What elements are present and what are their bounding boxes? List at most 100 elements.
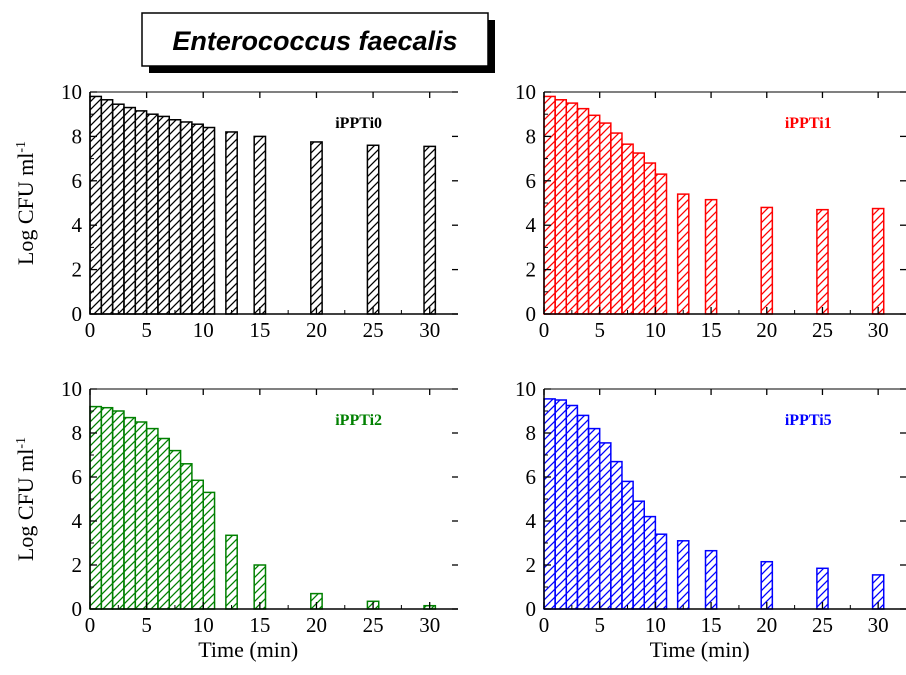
- bar: [610, 460, 623, 610]
- bar: [89, 405, 103, 610]
- x-tick-label: 15: [701, 318, 722, 342]
- bar: [310, 141, 323, 315]
- x-tick-label: 5: [141, 613, 152, 637]
- bar: [191, 123, 204, 315]
- figure-title: Enterococcus faecalis: [172, 26, 457, 56]
- y-tick-label: 10: [61, 80, 82, 104]
- bar: [565, 404, 579, 610]
- y-tick-label: 2: [526, 553, 537, 577]
- y-tick-label: 4: [526, 213, 537, 237]
- y-axis-label-superscript: -1: [14, 437, 29, 449]
- bar: [565, 102, 579, 315]
- x-tick-label: 25: [812, 613, 833, 637]
- x-tick-label: 15: [701, 613, 722, 637]
- bar: [225, 534, 238, 610]
- bar: [89, 95, 103, 315]
- x-tick-label: 10: [193, 613, 214, 637]
- x-tick-label: 0: [85, 613, 96, 637]
- bar: [111, 410, 125, 610]
- bar: [134, 110, 148, 315]
- y-tick-label: 6: [526, 169, 537, 193]
- y-tick-label: 10: [515, 80, 536, 104]
- bar: [610, 132, 623, 315]
- bar: [191, 479, 204, 610]
- y-axis-label-text: Log CFU ml: [13, 449, 38, 561]
- y-axis-label: Log CFU ml-1: [13, 437, 38, 561]
- y-tick-label: 4: [72, 509, 83, 533]
- bar: [543, 398, 556, 610]
- bar: [168, 449, 182, 610]
- y-tick-label: 6: [526, 465, 537, 489]
- x-tick-label: 25: [812, 318, 833, 342]
- bar: [598, 442, 612, 610]
- x-tick-label: 0: [85, 318, 96, 342]
- bar: [760, 206, 774, 315]
- bar: [576, 414, 590, 610]
- bar: [123, 106, 137, 315]
- chart-panel-iPPTi0: 0 2 4 6 8 10 0 5 10 15 20 25 30 iPPTi0 Log CFU ml-1: [13, 80, 458, 342]
- bar-series: [543, 398, 885, 610]
- panel-label: iPPTi5: [785, 412, 832, 429]
- y-tick-label: 6: [72, 465, 83, 489]
- x-tick-label: 10: [645, 613, 666, 637]
- bar: [366, 144, 380, 315]
- bar: [704, 198, 718, 315]
- bar: [202, 491, 216, 610]
- x-tick-label: 30: [868, 318, 889, 342]
- bar: [871, 207, 885, 315]
- x-tick-label: 0: [539, 613, 550, 637]
- bar-series: [89, 405, 437, 610]
- panel-label: iPPTi0: [335, 115, 382, 132]
- bar: [654, 533, 668, 610]
- bar: [111, 103, 125, 315]
- x-axis-label: Time (min): [650, 637, 750, 662]
- bar: [179, 121, 193, 315]
- y-tick-label: 4: [72, 213, 83, 237]
- y-axis-label-text: Log CFU ml: [13, 153, 38, 265]
- x-tick-label: 30: [419, 613, 440, 637]
- bar-series: [89, 95, 437, 315]
- x-axis-label: Time (min): [198, 637, 298, 662]
- y-tick-label: 2: [526, 258, 537, 282]
- bar: [543, 95, 556, 315]
- y-tick-label: 8: [72, 421, 83, 445]
- panel-label: iPPTi1: [785, 115, 832, 132]
- bar: [157, 115, 171, 315]
- bar: [123, 416, 137, 610]
- x-tick-label: 5: [594, 318, 605, 342]
- y-tick-label: 8: [526, 124, 537, 148]
- bar: [621, 480, 634, 610]
- axes: 0 2 4 6 8 10 0 5 10 15 20 25 30: [515, 377, 906, 637]
- x-tick-label: 30: [868, 613, 889, 637]
- figure-title-box: Enterococcus faecalis: [141, 12, 495, 73]
- x-tick-label: 20: [756, 318, 777, 342]
- bar: [134, 421, 148, 610]
- bar: [145, 113, 159, 315]
- bar: [576, 107, 590, 315]
- x-tick-label: 25: [363, 318, 384, 342]
- chart-panel-iPPTi5: 0 2 4 6 8 10 0 5 10 15 20 25 30 iPPTi5 Time (min): [515, 377, 906, 662]
- bar: [587, 114, 601, 315]
- x-tick-label: 25: [363, 613, 384, 637]
- y-tick-label: 2: [72, 258, 83, 282]
- y-tick-label: 0: [526, 302, 537, 326]
- x-tick-label: 5: [141, 318, 152, 342]
- bar: [145, 427, 159, 610]
- bar: [704, 549, 718, 610]
- x-tick-label: 15: [249, 613, 270, 637]
- y-tick-label: 0: [72, 302, 83, 326]
- y-tick-label: 8: [526, 421, 537, 445]
- bar: [423, 145, 437, 315]
- bar: [760, 560, 774, 610]
- bar: [554, 99, 568, 315]
- bar: [816, 208, 829, 315]
- bar-series: [543, 95, 885, 315]
- bar: [621, 143, 634, 315]
- bar: [168, 119, 182, 315]
- x-tick-label: 20: [306, 318, 327, 342]
- x-tick-label: 10: [193, 318, 214, 342]
- bar: [157, 437, 171, 610]
- bar: [587, 427, 601, 610]
- y-tick-label: 10: [515, 377, 536, 401]
- y-tick-label: 10: [61, 377, 82, 401]
